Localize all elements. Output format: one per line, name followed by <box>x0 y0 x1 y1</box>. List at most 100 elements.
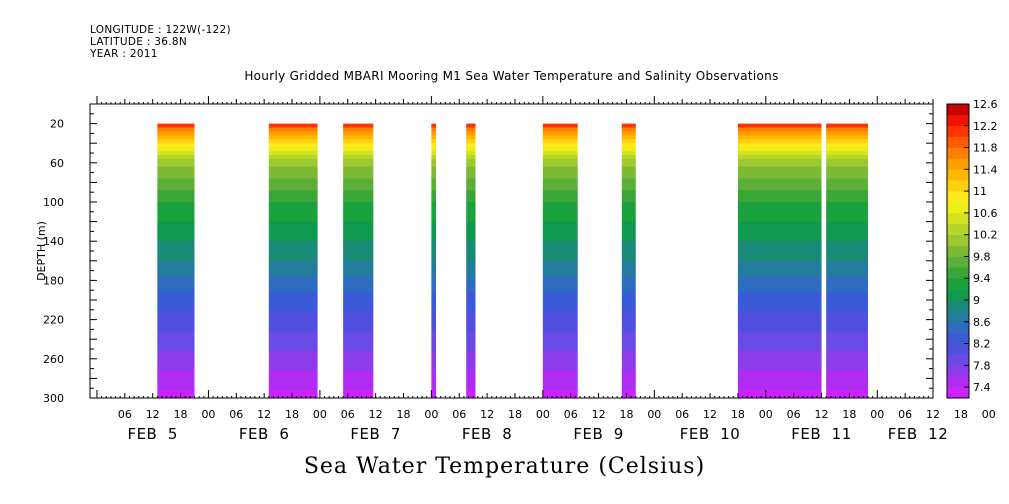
y-tick-label: 20 <box>50 118 64 131</box>
y-tick-label: 220 <box>43 314 64 327</box>
data-cell <box>343 217 374 223</box>
data-cell <box>343 245 374 250</box>
data-cell <box>826 170 868 176</box>
data-cell <box>737 331 822 336</box>
data-cell <box>542 198 578 203</box>
data-cell <box>466 241 476 246</box>
data-cell <box>268 221 318 227</box>
data-cell <box>268 174 318 179</box>
data-cell <box>621 202 636 207</box>
x-tick-label: 00 <box>870 408 884 421</box>
data-cell <box>466 166 476 172</box>
x-tick-label: 00 <box>424 408 438 421</box>
data-cell <box>157 260 195 266</box>
x-tick-label: 18 <box>508 408 522 421</box>
data-cell <box>157 296 195 301</box>
data-cell <box>466 225 476 230</box>
data-cell <box>157 272 195 277</box>
data-cell <box>431 139 437 144</box>
data-cell <box>268 303 318 309</box>
data-cell <box>737 268 822 274</box>
x-tick-label: 00 <box>313 408 327 421</box>
data-cell <box>621 307 636 313</box>
data-cell <box>157 374 195 379</box>
data-cell <box>268 209 318 215</box>
data-cell <box>157 182 195 187</box>
data-cell <box>826 268 868 274</box>
data-cell <box>343 233 374 238</box>
data-cell <box>466 354 476 360</box>
data-cell <box>826 135 868 140</box>
data-cell <box>826 151 868 156</box>
colorbar-swatch <box>947 125 969 137</box>
data-cell <box>826 311 868 317</box>
data-cell <box>542 358 578 364</box>
data-cell <box>268 370 318 375</box>
data-cell <box>431 151 437 156</box>
data-cell <box>737 127 822 132</box>
data-cell <box>826 123 868 129</box>
data-cell <box>157 386 195 391</box>
data-cell <box>466 151 476 156</box>
data-cell <box>157 190 195 195</box>
data-cell <box>621 249 636 254</box>
data-cell <box>343 296 374 301</box>
data-cell <box>542 154 578 160</box>
data-cell <box>157 303 195 309</box>
data-cell <box>431 303 437 309</box>
data-cell <box>157 194 195 199</box>
data-cell <box>431 127 437 132</box>
data-cell <box>466 178 476 183</box>
data-cell <box>431 252 437 258</box>
data-cell <box>737 233 822 238</box>
data-cell <box>542 135 578 140</box>
data-cell <box>542 260 578 266</box>
data-cell <box>343 131 374 136</box>
x-tick-label: 18 <box>174 408 188 421</box>
data-cell <box>737 182 822 187</box>
data-cell <box>343 229 374 234</box>
data-cell <box>268 213 318 219</box>
data-cell <box>431 166 437 172</box>
data-cell <box>268 182 318 187</box>
colorbar-swatch <box>947 158 969 170</box>
data-cell <box>466 162 476 168</box>
data-cell <box>343 213 374 219</box>
data-cell <box>737 386 822 391</box>
x-tick-label: 18 <box>731 408 745 421</box>
data-cell <box>826 154 868 160</box>
colorbar-swatch <box>947 212 969 225</box>
data-cell <box>737 307 822 313</box>
data-cell <box>431 272 437 277</box>
x-tick-label: 18 <box>619 408 633 421</box>
colorbar-swatch <box>947 136 969 148</box>
data-cell <box>621 131 636 136</box>
data-cell <box>621 233 636 238</box>
data-cell <box>431 280 437 285</box>
colorbar-swatch <box>947 343 969 355</box>
colorbar-tick-label: 12.6 <box>973 98 998 111</box>
data-cell <box>268 276 318 281</box>
data-cell <box>542 213 578 219</box>
data-cell <box>737 170 822 176</box>
data-cell <box>343 272 374 277</box>
data-cell <box>343 386 374 391</box>
colorbar-swatch <box>947 332 969 344</box>
data-cell <box>343 194 374 199</box>
data-cell <box>621 284 636 289</box>
data-cell <box>431 158 437 164</box>
x-tick-label: 12 <box>480 408 494 421</box>
colorbar-swatch <box>947 223 969 235</box>
data-cell <box>737 252 822 258</box>
x-tick-label: 12 <box>815 408 829 421</box>
data-cell <box>157 315 195 321</box>
data-cell <box>542 347 578 352</box>
data-cell <box>542 284 578 289</box>
data-cell <box>268 178 318 183</box>
data-cell <box>466 362 476 368</box>
data-cell <box>268 315 318 321</box>
data-cell <box>343 256 374 262</box>
data-cell <box>542 366 578 372</box>
data-cell <box>157 221 195 227</box>
data-cell <box>737 131 822 136</box>
